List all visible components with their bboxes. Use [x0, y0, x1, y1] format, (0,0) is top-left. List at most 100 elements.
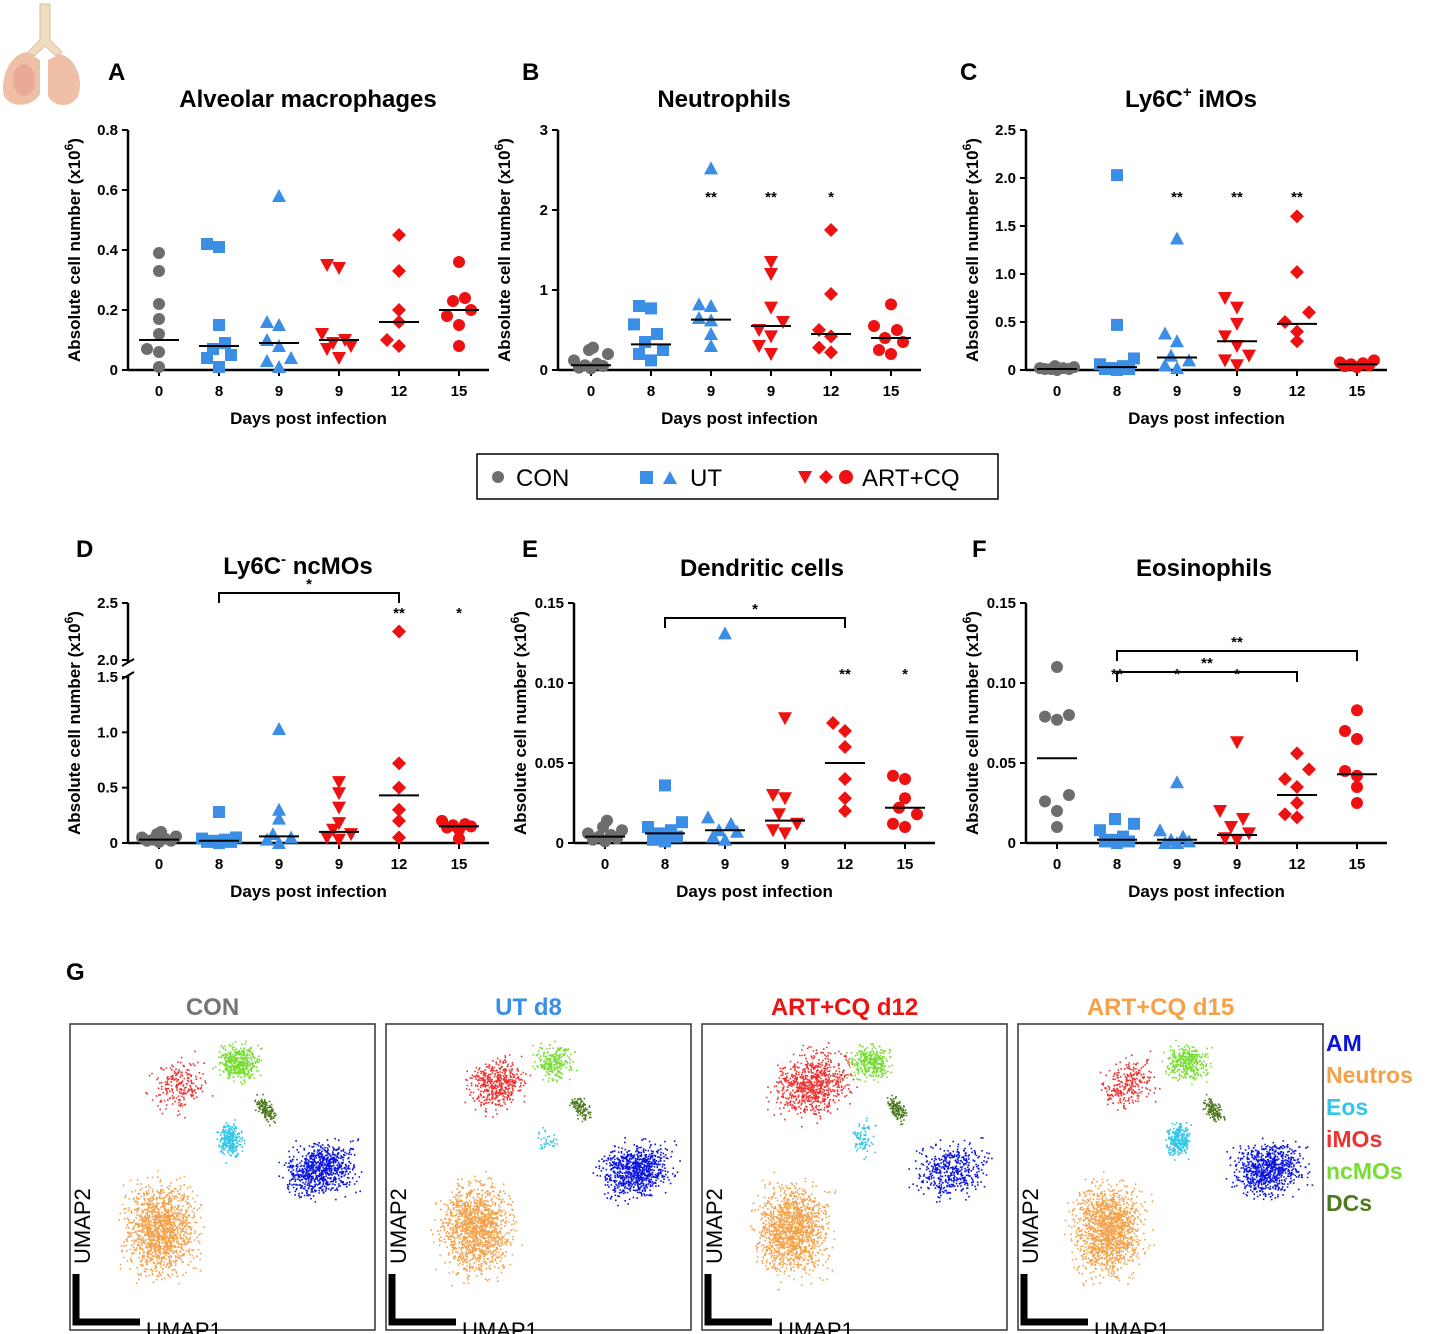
data-point [899, 792, 911, 805]
cluster-cells [1165, 1122, 1192, 1161]
y-tick-label: 0 [556, 835, 564, 852]
x-tick-label: 8 [1113, 383, 1121, 400]
panel-title: Ly6C+ iMOs [1125, 84, 1257, 113]
x-tick-label: 9 [335, 856, 343, 873]
data-point [392, 339, 406, 353]
cluster-ncmos [212, 1040, 263, 1085]
data-point [1242, 349, 1256, 363]
y-axis-label-text: Absolute cell number (x10 [511, 623, 530, 835]
data-point [447, 295, 459, 307]
x-axis-label: Days post infection [230, 882, 387, 901]
data-point [778, 827, 792, 841]
data-point [824, 287, 838, 301]
data-point [272, 339, 286, 352]
cluster-cells [852, 1117, 877, 1161]
panel-title: Ly6C- ncMOs [223, 551, 372, 580]
data-point [1230, 317, 1244, 331]
data-point [155, 825, 167, 838]
data-point [885, 348, 897, 360]
data-point [899, 773, 911, 785]
y-tick-label: 1.0 [995, 266, 1016, 283]
significance-bracket [1116, 650, 1358, 661]
data-point [392, 802, 406, 817]
bracket-star: * [306, 576, 312, 593]
y-tick-label: 0.8 [97, 122, 118, 139]
x-tick-label: 15 [883, 383, 900, 400]
data-point [1182, 353, 1196, 367]
data-point [392, 624, 406, 639]
data-point [153, 298, 165, 310]
data-point [1063, 709, 1075, 721]
significance-star: * [456, 605, 462, 622]
legend-ut-triangle-marker [663, 471, 677, 484]
y-axis-label-text: Absolute cell number (x10 [65, 150, 84, 362]
data-point [332, 817, 346, 831]
x-tick-label: 12 [391, 383, 408, 400]
data-point [766, 789, 780, 802]
data-point [887, 769, 899, 782]
cluster-cells [592, 1137, 681, 1207]
y-tick-label: 0 [1008, 362, 1016, 379]
cluster-am [908, 1137, 993, 1203]
cluster-cells [908, 1137, 993, 1203]
cluster-dcs [886, 1094, 908, 1126]
data-point [873, 344, 885, 356]
y-tick-label: 0 [110, 835, 118, 852]
umap-x-label: UMAP1 [778, 1318, 854, 1334]
y-axis-label: Absolute cell number (x106) [960, 138, 982, 362]
cluster-cells [537, 1127, 558, 1150]
panel-title: Dendritic cells [680, 555, 844, 582]
data-point [153, 361, 165, 373]
data-point [704, 161, 718, 175]
y-tick-label: 1 [540, 282, 548, 299]
data-point [1339, 725, 1351, 737]
cluster-neutros [750, 1171, 837, 1291]
significance-star: ** [1231, 189, 1243, 206]
data-point [602, 348, 614, 360]
panel-title-text: Dendritic cells [680, 555, 844, 582]
significance-bracket [664, 617, 846, 628]
data-point [692, 311, 706, 324]
x-tick-label: 15 [451, 856, 468, 873]
data-point [1278, 772, 1292, 786]
panel-title: Alveolar macrophages [179, 86, 436, 113]
y-tick-label: 0.15 [535, 595, 564, 612]
x-tick-label: 8 [661, 856, 669, 873]
x-tick-label: 0 [155, 856, 163, 873]
y-axis-label-superscript: 6 [960, 616, 974, 623]
data-point [344, 340, 358, 353]
data-point [633, 348, 645, 360]
data-point [272, 836, 286, 849]
data-point [766, 824, 780, 838]
x-tick-label: 9 [335, 383, 343, 400]
y-tick-label: 0.4 [97, 242, 119, 259]
data-point [1302, 305, 1316, 320]
umap-y-label: UMAP2 [386, 1188, 411, 1264]
y-axis-label-close: ) [65, 611, 84, 617]
y-axis-label: Absolute cell number (x106) [508, 611, 530, 835]
umap-axis-corner [1020, 1274, 1088, 1326]
umap-points [1063, 1039, 1314, 1287]
x-tick-label: 9 [767, 383, 775, 400]
panel-title-superscript: + [1183, 84, 1192, 101]
x-tick-label: 9 [781, 856, 789, 873]
panel-title-superscript: - [281, 551, 286, 568]
data-point [1170, 334, 1184, 348]
x-tick-label: 12 [823, 383, 840, 400]
data-point [1170, 231, 1184, 245]
data-point [1051, 821, 1063, 833]
data-point [320, 259, 334, 272]
data-point [320, 831, 334, 845]
data-point [392, 756, 406, 771]
data-point [1170, 775, 1184, 789]
data-point [891, 324, 903, 336]
x-tick-label: 9 [1173, 383, 1181, 400]
y-tick-label: 3 [540, 122, 548, 139]
data-point [1230, 359, 1244, 373]
significance-star: ** [1291, 189, 1303, 206]
legend-ut-label: UT [690, 465, 722, 492]
umap-axis-corner [704, 1274, 772, 1326]
y-axis-label-close: ) [963, 611, 982, 617]
